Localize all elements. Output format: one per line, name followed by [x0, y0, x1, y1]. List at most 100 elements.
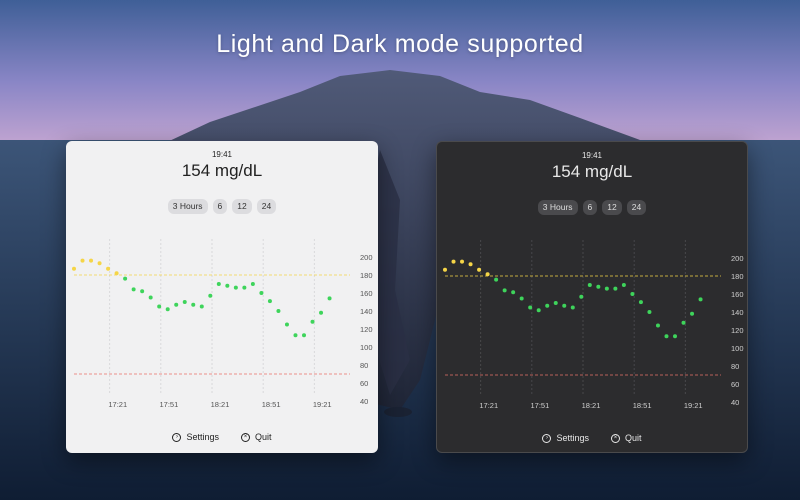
- range-6-button[interactable]: 6: [212, 199, 228, 214]
- glucose-point: [80, 258, 85, 263]
- x-tick-label: 19:21: [313, 400, 332, 409]
- x-circle-icon: ×: [241, 432, 250, 442]
- glucose-point: [673, 334, 677, 339]
- glucose-point: [199, 304, 204, 309]
- range-6-button[interactable]: 6: [582, 200, 598, 215]
- glucose-point: [604, 286, 609, 291]
- footer: › Settings × Quit: [437, 433, 747, 443]
- glucose-point: [511, 290, 516, 295]
- y-tick-label: 80: [360, 361, 368, 370]
- y-tick-label: 180: [731, 272, 744, 281]
- range-3-hours-button[interactable]: 3 Hours: [537, 200, 578, 215]
- y-tick-label: 120: [731, 326, 744, 335]
- x-tick-label: 17:51: [159, 400, 178, 409]
- glucose-point: [690, 311, 695, 316]
- y-tick-label: 40: [731, 398, 739, 407]
- y-tick-label: 40: [360, 397, 368, 406]
- glucose-point: [148, 295, 153, 300]
- glucose-point: [553, 301, 558, 305]
- settings-button[interactable]: › Settings: [172, 432, 219, 442]
- glucose-point: [579, 294, 584, 299]
- quit-button[interactable]: × Quit: [241, 432, 272, 442]
- dark-mode-window: 19:41 154 mg/dL 3 Hours 6 12 24 17:21 17:…: [436, 141, 748, 453]
- glucose-point: [494, 277, 499, 282]
- glucose-point: [655, 323, 660, 328]
- glucose-point: [485, 272, 490, 277]
- reading-time: 19:41: [581, 151, 603, 160]
- glucose-point: [165, 307, 170, 312]
- glucose-point: [664, 334, 669, 339]
- glucose-point: [191, 302, 196, 307]
- y-tick-label: 60: [731, 380, 739, 389]
- glucose-point: [327, 296, 332, 301]
- x-tick-label: 18:51: [262, 400, 281, 409]
- glucose-point: [208, 293, 213, 298]
- y-tick-label: 200: [360, 253, 373, 262]
- glucose-point: [131, 287, 136, 292]
- glucose-point: [519, 296, 524, 301]
- glucose-chart: 17:21 17:51 18:21 18:51 19:21 40 60 80 100 120 140…: [72, 239, 373, 409]
- glucose-point: [638, 300, 643, 305]
- quit-button[interactable]: × Quit: [611, 433, 642, 443]
- range-selector: 3 Hours 6 12 24: [66, 199, 378, 214]
- glucose-point: [242, 285, 247, 290]
- glucose-chart: 17:21 17:51 18:21 18:51 19:21 40 60 80 100 120 140…: [443, 240, 744, 410]
- glucose-point: [528, 305, 533, 310]
- glucose-point: [182, 300, 187, 304]
- glucose-point: [276, 309, 281, 313]
- range-12-button[interactable]: 12: [232, 199, 252, 214]
- x-circle-icon: ×: [611, 433, 620, 443]
- glucose-point: [123, 276, 128, 281]
- glucose-point: [468, 262, 473, 267]
- y-tick-label: 120: [360, 325, 373, 334]
- glucose-point: [97, 261, 102, 266]
- glucose-point: [681, 320, 686, 325]
- y-tick-label: 160: [360, 289, 373, 298]
- y-tick-label: 80: [731, 362, 739, 371]
- x-tick-label: 18:21: [211, 400, 230, 409]
- reading-time: 19:41: [211, 150, 233, 159]
- glucose-point: [647, 310, 652, 314]
- glucose-reading: 154 mg/dL: [551, 162, 633, 181]
- glucose-point: [106, 266, 111, 271]
- settings-button[interactable]: › Settings: [542, 433, 589, 443]
- y-tick-label: 140: [731, 308, 744, 317]
- settings-label: Settings: [186, 432, 219, 442]
- y-tick-label: 60: [360, 379, 368, 388]
- glucose-point: [293, 333, 298, 338]
- y-tick-label: 180: [360, 271, 373, 280]
- glucose-point: [630, 292, 635, 296]
- glucose-point: [562, 303, 567, 308]
- range-12-button[interactable]: 12: [602, 200, 622, 215]
- glucose-point: [72, 266, 76, 271]
- range-24-button[interactable]: 24: [626, 200, 647, 215]
- range-24-button[interactable]: 24: [256, 199, 277, 214]
- glucose-point: [216, 282, 221, 286]
- settings-label: Settings: [556, 433, 589, 443]
- glucose-point: [250, 282, 255, 286]
- glucose-point: [596, 284, 601, 289]
- glucose-point: [310, 319, 315, 324]
- y-tick-label: 160: [731, 290, 744, 299]
- glucose-point: [233, 285, 238, 290]
- glucose-point: [613, 286, 618, 291]
- glucose-reading: 154 mg/dL: [181, 161, 263, 180]
- glucose-point: [174, 302, 179, 307]
- range-selector: 3 Hours 6 12 24: [437, 200, 747, 215]
- y-tick-label: 100: [360, 343, 373, 352]
- x-tick-label: 18:21: [582, 401, 601, 410]
- glucose-point: [545, 303, 550, 308]
- x-tick-label: 17:51: [530, 401, 549, 410]
- glucose-point: [89, 258, 94, 263]
- quit-label: Quit: [625, 433, 642, 443]
- glucose-point: [621, 283, 626, 287]
- glucose-point: [460, 259, 465, 264]
- glucose-point: [570, 305, 575, 310]
- glucose-point: [157, 304, 162, 309]
- glucose-point: [259, 291, 264, 295]
- glucose-point: [302, 333, 306, 338]
- glucose-point: [319, 310, 324, 315]
- glucose-point: [502, 288, 507, 293]
- range-3-hours-button[interactable]: 3 Hours: [167, 199, 208, 214]
- y-tick-label: 200: [731, 254, 744, 263]
